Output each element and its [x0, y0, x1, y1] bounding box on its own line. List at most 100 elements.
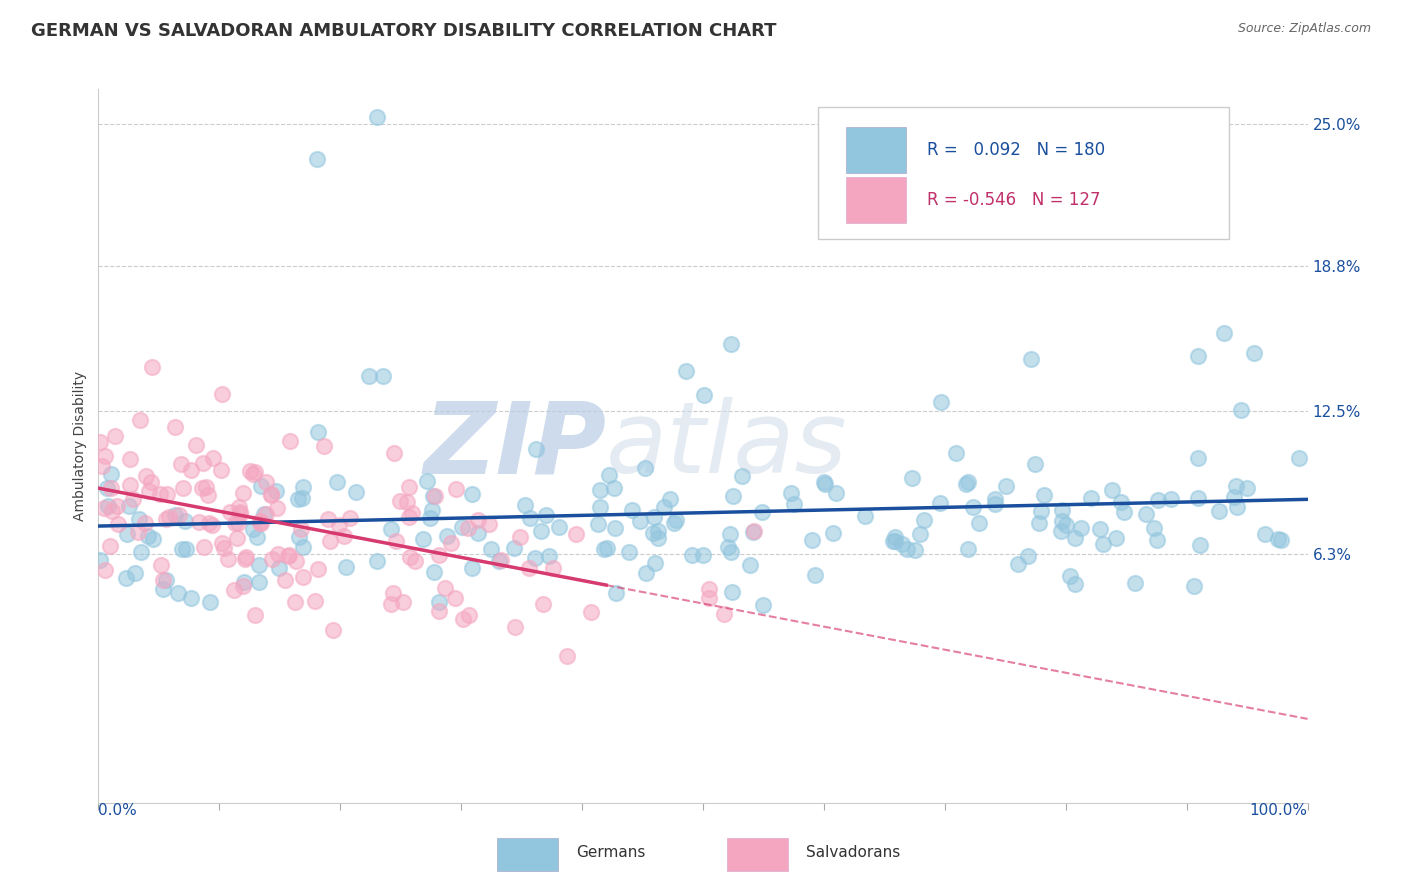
Point	[222, 582, 245, 597]
Point	[598, 468, 620, 483]
Point	[100, 467, 122, 482]
Point	[524, 442, 547, 456]
Point	[531, 597, 554, 611]
Point	[226, 531, 249, 545]
Point	[382, 445, 405, 459]
Point	[658, 491, 681, 506]
Point	[150, 558, 173, 572]
Point	[1031, 503, 1053, 517]
Point	[1054, 518, 1077, 533]
Point	[548, 520, 571, 534]
Point	[388, 494, 411, 508]
Point	[912, 512, 935, 526]
Point	[1187, 491, 1209, 505]
Point	[316, 512, 339, 526]
Point	[1091, 536, 1114, 550]
Point	[174, 541, 197, 556]
Point	[96, 481, 118, 495]
Point	[101, 504, 124, 518]
Point	[675, 364, 697, 378]
Point	[235, 549, 257, 564]
Point	[681, 548, 703, 562]
Point	[359, 368, 381, 383]
Point	[219, 505, 242, 519]
Point	[450, 520, 472, 534]
Point	[488, 554, 510, 568]
Point	[232, 485, 254, 500]
Point	[1064, 577, 1087, 591]
Point	[228, 500, 250, 514]
Point	[398, 509, 420, 524]
Point	[246, 529, 269, 543]
Point	[242, 467, 264, 482]
Point	[555, 649, 578, 664]
Point	[720, 337, 742, 351]
Point	[274, 573, 297, 587]
Point	[193, 456, 215, 470]
Point	[536, 508, 558, 522]
Point	[250, 516, 273, 530]
Point	[652, 500, 675, 514]
Point	[94, 449, 117, 463]
Point	[957, 542, 980, 557]
Point	[1267, 532, 1289, 546]
Text: Germans: Germans	[576, 846, 645, 860]
Point	[117, 499, 139, 513]
Point	[249, 575, 271, 590]
Point	[392, 595, 415, 609]
Point	[628, 514, 651, 528]
Point	[1147, 493, 1170, 508]
Point	[721, 489, 744, 503]
Point	[346, 485, 368, 500]
Point	[254, 475, 277, 490]
Point	[260, 487, 283, 501]
Point	[290, 522, 312, 536]
Point	[621, 503, 644, 517]
Point	[692, 548, 714, 562]
Point	[243, 465, 266, 479]
Point	[167, 508, 190, 522]
Point	[742, 524, 765, 539]
Point	[427, 595, 450, 609]
Point	[433, 581, 456, 595]
Point	[1288, 450, 1310, 465]
Point	[1123, 576, 1146, 591]
Point	[801, 533, 824, 547]
Point	[211, 387, 233, 401]
Point	[155, 512, 177, 526]
Point	[141, 359, 163, 374]
Point	[115, 571, 138, 585]
Point	[173, 514, 195, 528]
Point	[751, 505, 773, 519]
Point	[1184, 579, 1206, 593]
Point	[105, 499, 128, 513]
Point	[957, 475, 980, 490]
Point	[1024, 457, 1046, 471]
Point	[242, 522, 264, 536]
Point	[412, 532, 434, 546]
Point	[193, 540, 215, 554]
Point	[277, 549, 299, 563]
Point	[855, 508, 877, 523]
Point	[804, 568, 827, 582]
Point	[1114, 505, 1136, 519]
Point	[603, 521, 626, 535]
Point	[882, 534, 904, 549]
Point	[136, 529, 159, 543]
Text: Source: ZipAtlas.com: Source: ZipAtlas.com	[1237, 22, 1371, 36]
Point	[444, 482, 467, 496]
Point	[229, 505, 252, 519]
Point	[1101, 483, 1123, 497]
Point	[929, 395, 952, 409]
Point	[94, 563, 117, 577]
Point	[419, 511, 441, 525]
Point	[201, 451, 224, 466]
Point	[884, 530, 907, 544]
Point	[1146, 533, 1168, 548]
Text: Salvadorans: Salvadorans	[806, 846, 900, 860]
Point	[328, 517, 350, 532]
Point	[717, 541, 740, 555]
Point	[962, 500, 984, 514]
Point	[129, 413, 152, 427]
Point	[326, 475, 349, 489]
